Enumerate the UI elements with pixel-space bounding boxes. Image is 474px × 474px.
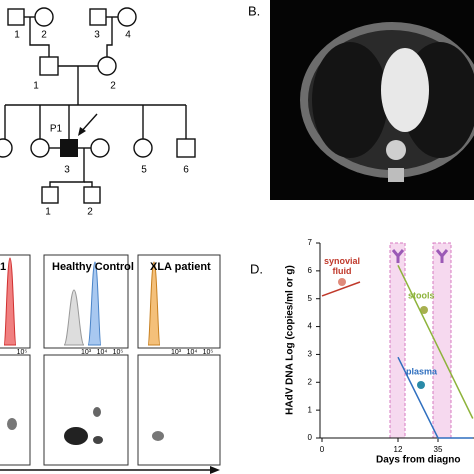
hist-tick-label: 10⁵	[113, 349, 124, 356]
y-tick-label: 6	[308, 266, 313, 275]
pedigree: 1 2 3 4 1 2 3 5 6 1 2 P1	[0, 7, 196, 218]
hist-tick-label: 10³	[81, 349, 92, 356]
member-label: 1	[33, 81, 39, 92]
y-tick-label: 4	[308, 322, 313, 331]
member-label: 6	[183, 165, 189, 176]
x-axis-label: Days from diagno	[376, 455, 460, 466]
panel-label: B.	[248, 3, 260, 18]
series-label: stools	[408, 290, 435, 300]
y-tick-label: 2	[308, 377, 313, 386]
series-label: synovial fluid	[323, 256, 361, 276]
series-line	[397, 264, 474, 419]
y-tick-label: 1	[308, 405, 313, 414]
y-axis-label: HAdV DNA Log (copies/ml or g)	[285, 265, 296, 415]
member-label: 3	[94, 30, 100, 41]
x-tick-label: 35	[434, 445, 443, 454]
series-label: plasma	[406, 366, 438, 376]
member-label: 2	[41, 30, 47, 41]
member-label: 1	[14, 30, 20, 41]
panel-title: Healthy Control	[52, 261, 134, 273]
hist-tick-label: 10⁴	[97, 349, 108, 356]
hist-tick-label: 10³	[171, 349, 182, 356]
flow-panels	[0, 254, 221, 474]
member-label: 4	[125, 30, 131, 41]
member-label: 2	[110, 81, 116, 92]
y-tick-label: 5	[308, 294, 313, 303]
y-tick-label: 0	[308, 433, 313, 442]
proband-label: P1	[50, 124, 63, 135]
x-tick-label: 0	[320, 445, 325, 454]
series-line	[397, 356, 473, 439]
member-label: 1	[45, 207, 51, 218]
member-label: 2	[87, 207, 93, 218]
ct-image	[270, 0, 474, 200]
hist-tick-label: 10⁵	[17, 349, 28, 356]
y-tick-label: 7	[308, 238, 313, 247]
x-tick-label: 12	[394, 445, 403, 454]
panel-title: XLA patient	[150, 261, 211, 273]
member-label: 3	[64, 165, 70, 176]
y-tick-label: 3	[308, 350, 313, 359]
hist-tick-label: 10⁴	[187, 349, 198, 356]
series-line	[321, 281, 361, 297]
panel-label: D.	[250, 261, 263, 276]
hist-tick-label: 10⁵	[203, 349, 214, 356]
member-label: 5	[141, 165, 147, 176]
treatment-bands	[338, 242, 452, 439]
panel-title: 1	[0, 261, 6, 273]
